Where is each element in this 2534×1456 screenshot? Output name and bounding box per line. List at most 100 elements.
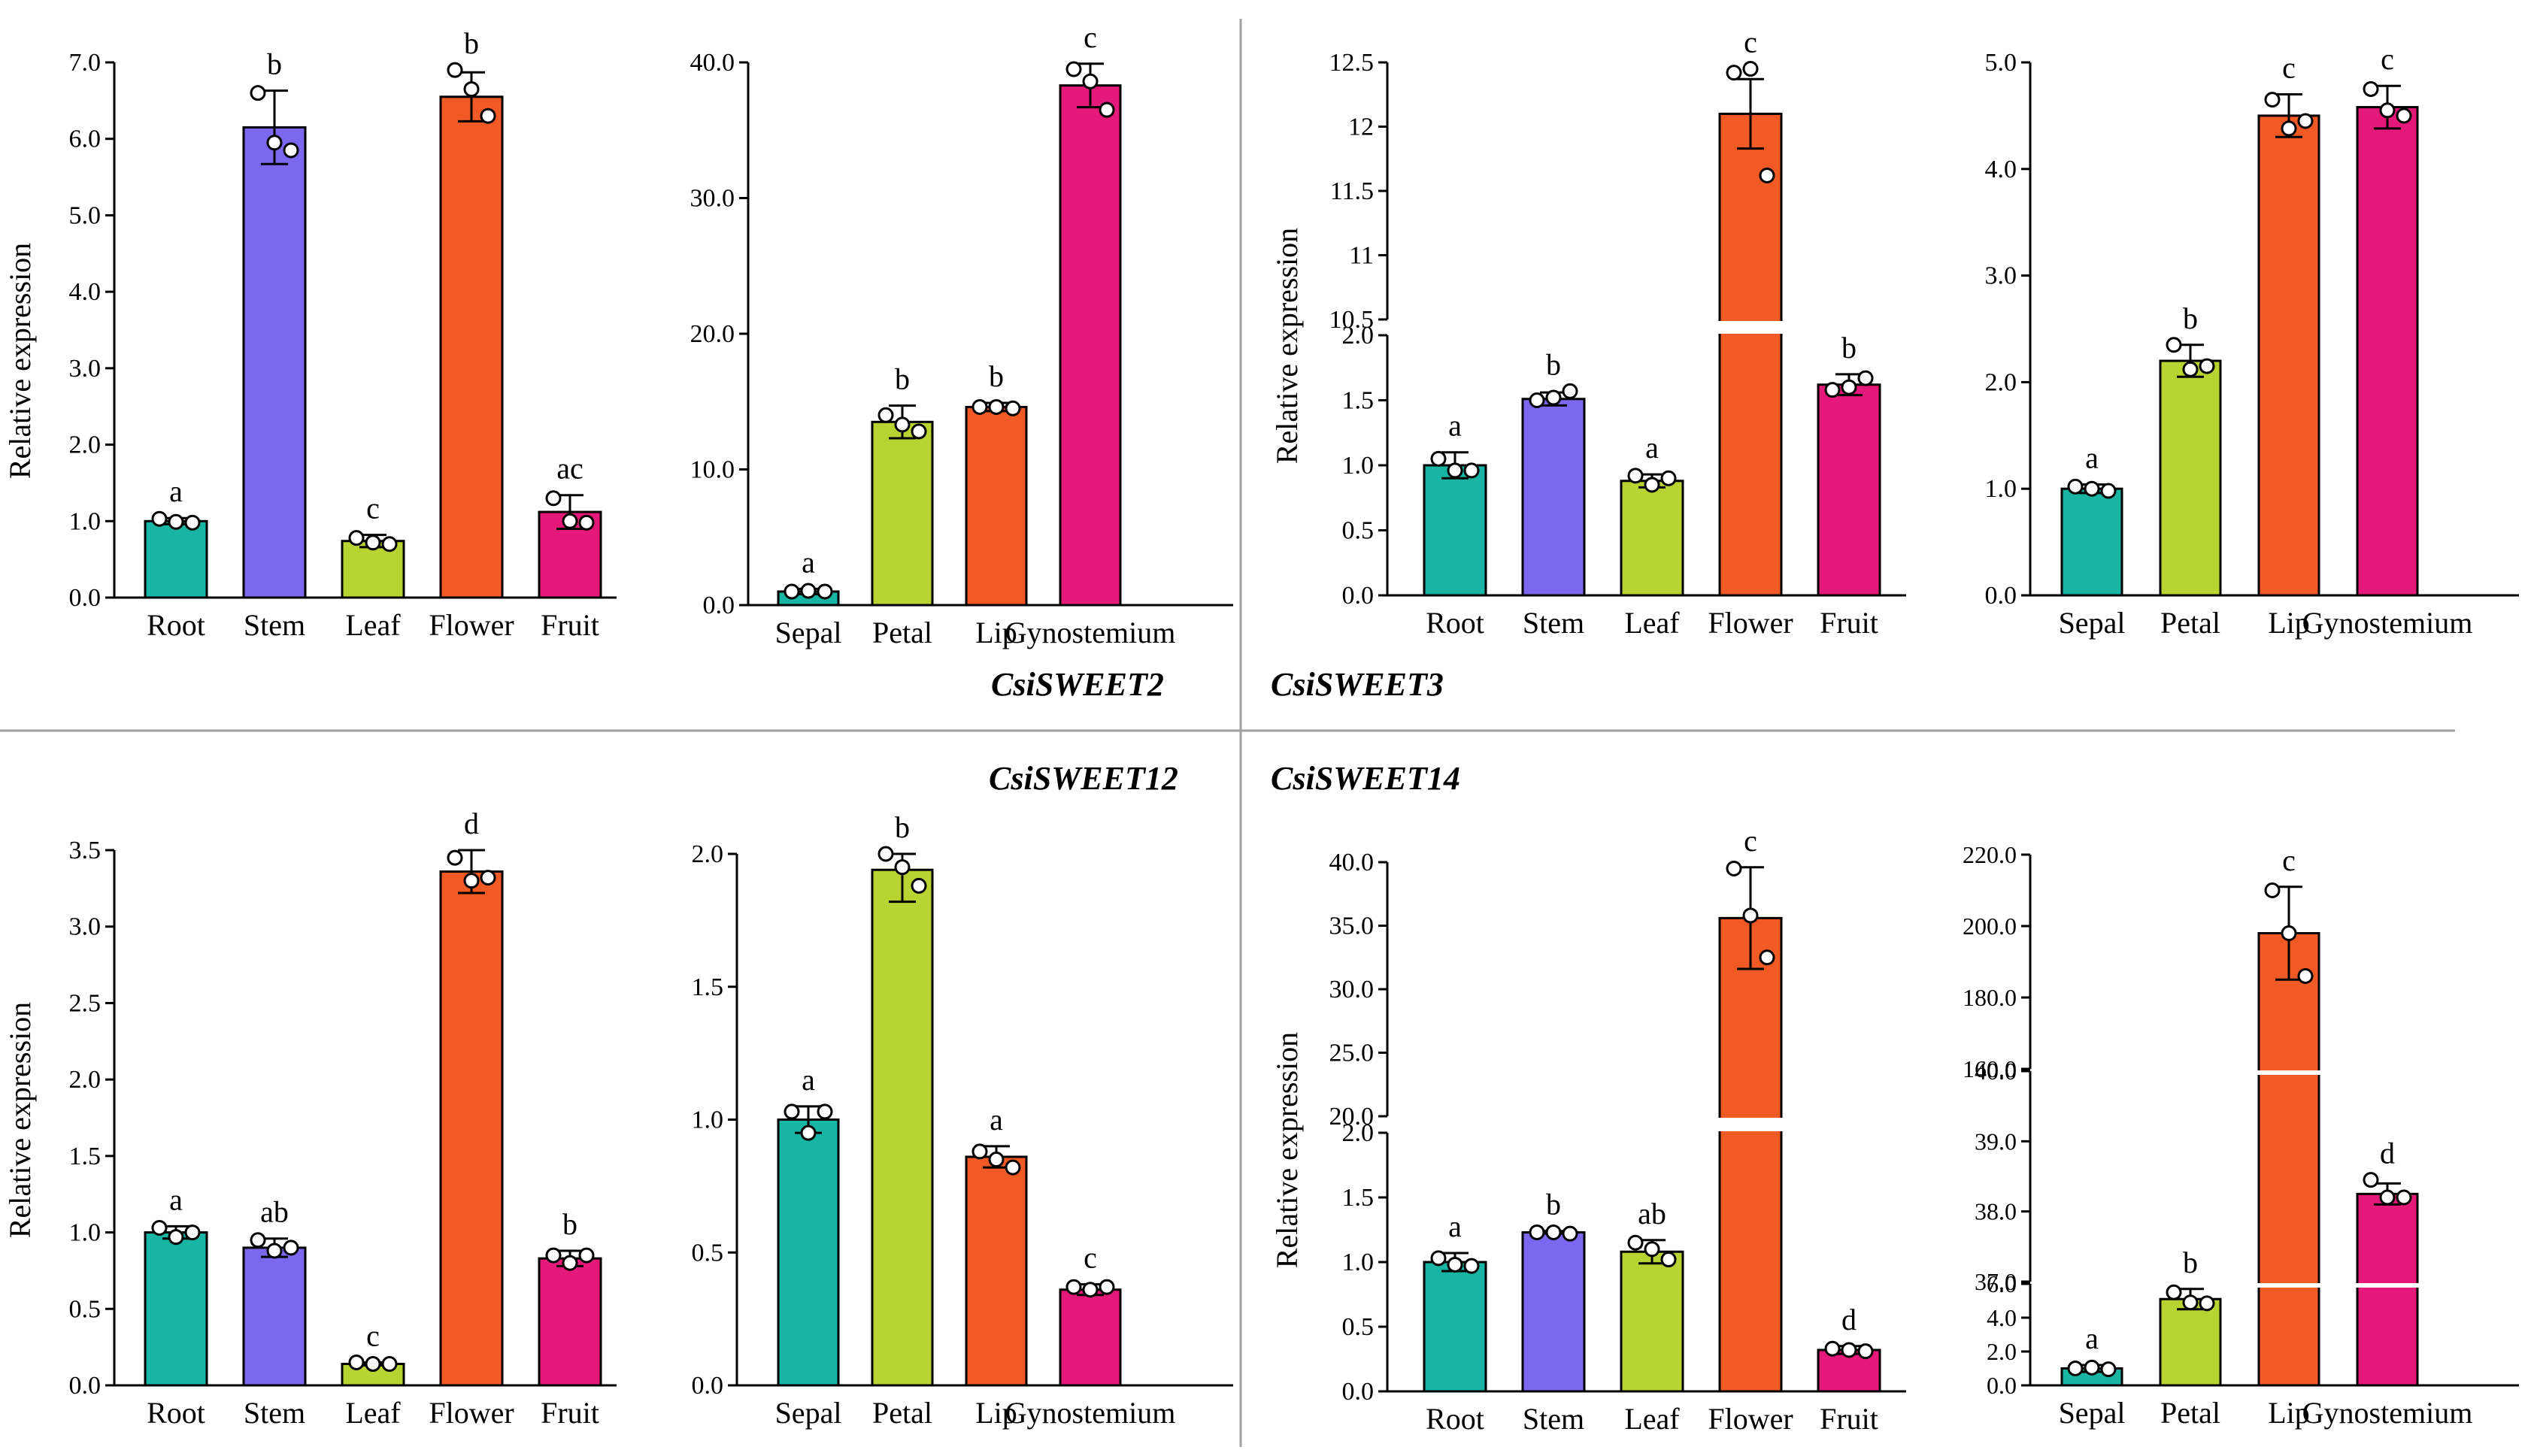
- data-point-sweet3-flower: [2084, 480, 2100, 497]
- y-tick-label-sweet3-tissue: 1.5: [1342, 387, 1375, 415]
- significance-letter-sweet2-flower: b: [989, 359, 1004, 393]
- bar-sweet14-flower-lip: [2257, 932, 2320, 1387]
- bar-sweet2-flower-lip: [965, 405, 1028, 607]
- data-point-sweet12-flower: [1099, 1279, 1115, 1295]
- y-tick-label-sweet14-flower: 160.0: [1963, 1055, 2017, 1082]
- y-tick-label-sweet12-tissue: 0.5: [69, 1295, 102, 1323]
- x-tick-label-sweet3-tissue: Flower: [1708, 606, 1793, 640]
- data-point-sweet2-flower: [1005, 400, 1021, 416]
- x-tick-label-sweet14-flower: Sepal: [2059, 1396, 2126, 1430]
- y-tick-label-sweet3-tissue: 11: [1349, 242, 1374, 270]
- bar-sweet12-tissue-stem: [242, 1246, 307, 1387]
- gene-label-sweet14: CsiSWEET14: [1271, 760, 1460, 797]
- y-tick-label-sweet3-flower: 1.0: [1985, 475, 2017, 503]
- significance-letter-sweet12-tissue: c: [366, 1318, 380, 1352]
- data-point-sweet14-flower: [2166, 1284, 2182, 1300]
- bar-sweet14-tissue-flower: [1718, 916, 1783, 1393]
- data-point-sweet12-tissue: [578, 1247, 595, 1264]
- y-tick-label-sweet2-tissue: 5.0: [69, 201, 102, 229]
- bar-sweet2-flower-gynostemium: [1059, 84, 1122, 607]
- y-tick-label-sweet14-flower: 40.0: [1975, 1058, 2017, 1085]
- y-tick-label-sweet2-flower: 20.0: [690, 320, 735, 348]
- data-point-sweet3-tissue: [1742, 61, 1759, 77]
- y-tick-label-sweet2-tissue: 2.0: [69, 431, 102, 459]
- y-tick-label-sweet14-flower: 180.0: [1963, 984, 2017, 1011]
- y-tick-label-sweet3-tissue: 12.5: [1329, 49, 1375, 77]
- data-point-sweet14-flower: [2363, 1172, 2379, 1188]
- axis-break-sweet3-tissue: [1717, 321, 1784, 334]
- significance-letter-sweet3-flower: c: [2381, 42, 2394, 76]
- data-point-sweet12-tissue: [545, 1247, 562, 1264]
- x-tick-label-sweet2-flower: Petal: [872, 616, 932, 649]
- significance-letter-sweet14-tissue: ab: [1638, 1197, 1666, 1230]
- bar-sweet12-tissue-flower: [439, 870, 504, 1387]
- x-tick-label-sweet12-flower: Gynostemium: [1005, 1396, 1176, 1430]
- data-point-sweet3-tissue: [1545, 389, 1562, 406]
- y-tick-label-sweet2-flower: 30.0: [690, 185, 735, 213]
- x-tick-label-sweet14-tissue: Flower: [1708, 1402, 1793, 1436]
- bar-sweet3-tissue-root: [1423, 464, 1487, 597]
- significance-letter-sweet2-tissue: c: [366, 492, 380, 525]
- data-point-sweet12-flower: [1082, 1282, 1099, 1298]
- data-point-sweet2-tissue: [447, 62, 463, 78]
- significance-letter-sweet3-tissue: b: [1546, 347, 1561, 381]
- x-tick-label-sweet12-tissue: Fruit: [541, 1396, 599, 1430]
- y-tick-label-sweet3-flower: 3.0: [1985, 262, 2017, 290]
- data-point-sweet2-tissue: [480, 107, 496, 124]
- x-tick-label-sweet12-tissue: Stem: [244, 1396, 305, 1430]
- data-point-sweet2-tissue: [545, 490, 562, 507]
- data-point-sweet3-tissue: [1562, 383, 1578, 399]
- data-point-sweet14-flower: [2264, 882, 2281, 898]
- data-point-sweet14-tissue: [1644, 1241, 1660, 1258]
- x-tick-label-sweet14-tissue: Stem: [1523, 1402, 1584, 1436]
- data-point-sweet2-tissue: [266, 135, 283, 151]
- bar-sweet3-flower-petal: [2159, 359, 2222, 597]
- chart-sweet3-flower: 0.0 1.0 2.0 3.0 4.0 5.0 a Sepal b Petal c Lip c Gynos…: [1985, 42, 2519, 640]
- x-tick-label-sweet14-flower: Lip: [2268, 1396, 2310, 1430]
- axis-break-sweet14-tissue: [1717, 1118, 1784, 1131]
- data-point-sweet12-tissue: [463, 873, 480, 889]
- data-point-sweet3-flower: [2363, 80, 2379, 97]
- x-tick-label-sweet2-tissue: Root: [147, 608, 205, 642]
- x-tick-label-sweet3-tissue: Root: [1426, 606, 1484, 640]
- y-tick-label-sweet14-flower: 6.0: [1987, 1270, 2017, 1297]
- data-point-sweet14-tissue: [1463, 1258, 1480, 1274]
- significance-letter-sweet14-flower: c: [2282, 843, 2296, 877]
- x-tick-label-sweet12-tissue: Flower: [429, 1396, 514, 1430]
- chart-sweet2-flower: 0.0 10.0 20.0 30.0 40.0 a Sepal b Petal b Lip c Gyno…: [690, 20, 1233, 649]
- data-point-sweet3-tissue: [1824, 382, 1841, 398]
- y-tick-label-sweet2-tissue: 3.0: [69, 355, 102, 383]
- bar-sweet3-tissue-leaf: [1620, 480, 1684, 597]
- data-point-sweet12-tissue: [168, 1229, 184, 1246]
- x-tick-label-sweet2-flower: Gynostemium: [1005, 616, 1176, 649]
- x-tick-label-sweet2-flower: Lip: [975, 616, 1017, 649]
- y-tick-label-sweet3-tissue: 10.5: [1329, 306, 1375, 334]
- data-point-sweet14-flower: [2379, 1189, 2396, 1206]
- data-point-sweet12-tissue: [381, 1356, 398, 1373]
- bar-sweet12-flower-gynostemium: [1059, 1288, 1122, 1387]
- data-point-sweet2-flower: [1099, 101, 1115, 118]
- data-point-sweet14-flower: [2100, 1361, 2117, 1378]
- axis-break-sweet14-flower: [2257, 1070, 2321, 1075]
- x-tick-label-sweet3-flower: Petal: [2160, 606, 2220, 640]
- y-tick-label-sweet12-tissue: 1.0: [69, 1219, 102, 1247]
- data-point-sweet12-tissue: [151, 1219, 168, 1236]
- bar-sweet12-flower-petal: [871, 868, 934, 1387]
- data-point-sweet14-tissue: [1545, 1224, 1562, 1240]
- y-tick-label-sweet3-flower: 0.0: [1985, 582, 2017, 610]
- data-point-sweet2-tissue: [184, 514, 201, 531]
- significance-letter-sweet14-tissue: d: [1841, 1303, 1857, 1336]
- data-point-sweet14-flower: [2396, 1189, 2412, 1206]
- bar-sweet2-flower-petal: [871, 420, 934, 607]
- chart-sweet14-tissue: 0.0 0.5 1.0 1.5 2.020.0 25.0 30.0 35.0 40.0 Relat…: [1270, 824, 1906, 1436]
- bar-sweet3-flower-gynostemium: [2356, 106, 2419, 597]
- y-tick-label-sweet2-flower: 40.0: [690, 49, 735, 77]
- data-point-sweet3-flower: [2067, 478, 2084, 495]
- significance-letter-sweet14-flower: b: [2183, 1246, 2198, 1279]
- y-tick-label-sweet2-tissue: 7.0: [69, 49, 102, 77]
- x-tick-label-sweet14-flower: Petal: [2160, 1396, 2220, 1430]
- data-point-sweet2-tissue: [168, 513, 184, 530]
- bar-sweet12-tissue-root: [144, 1231, 208, 1387]
- data-point-sweet12-tissue: [283, 1240, 299, 1256]
- data-point-sweet14-tissue: [1562, 1225, 1578, 1242]
